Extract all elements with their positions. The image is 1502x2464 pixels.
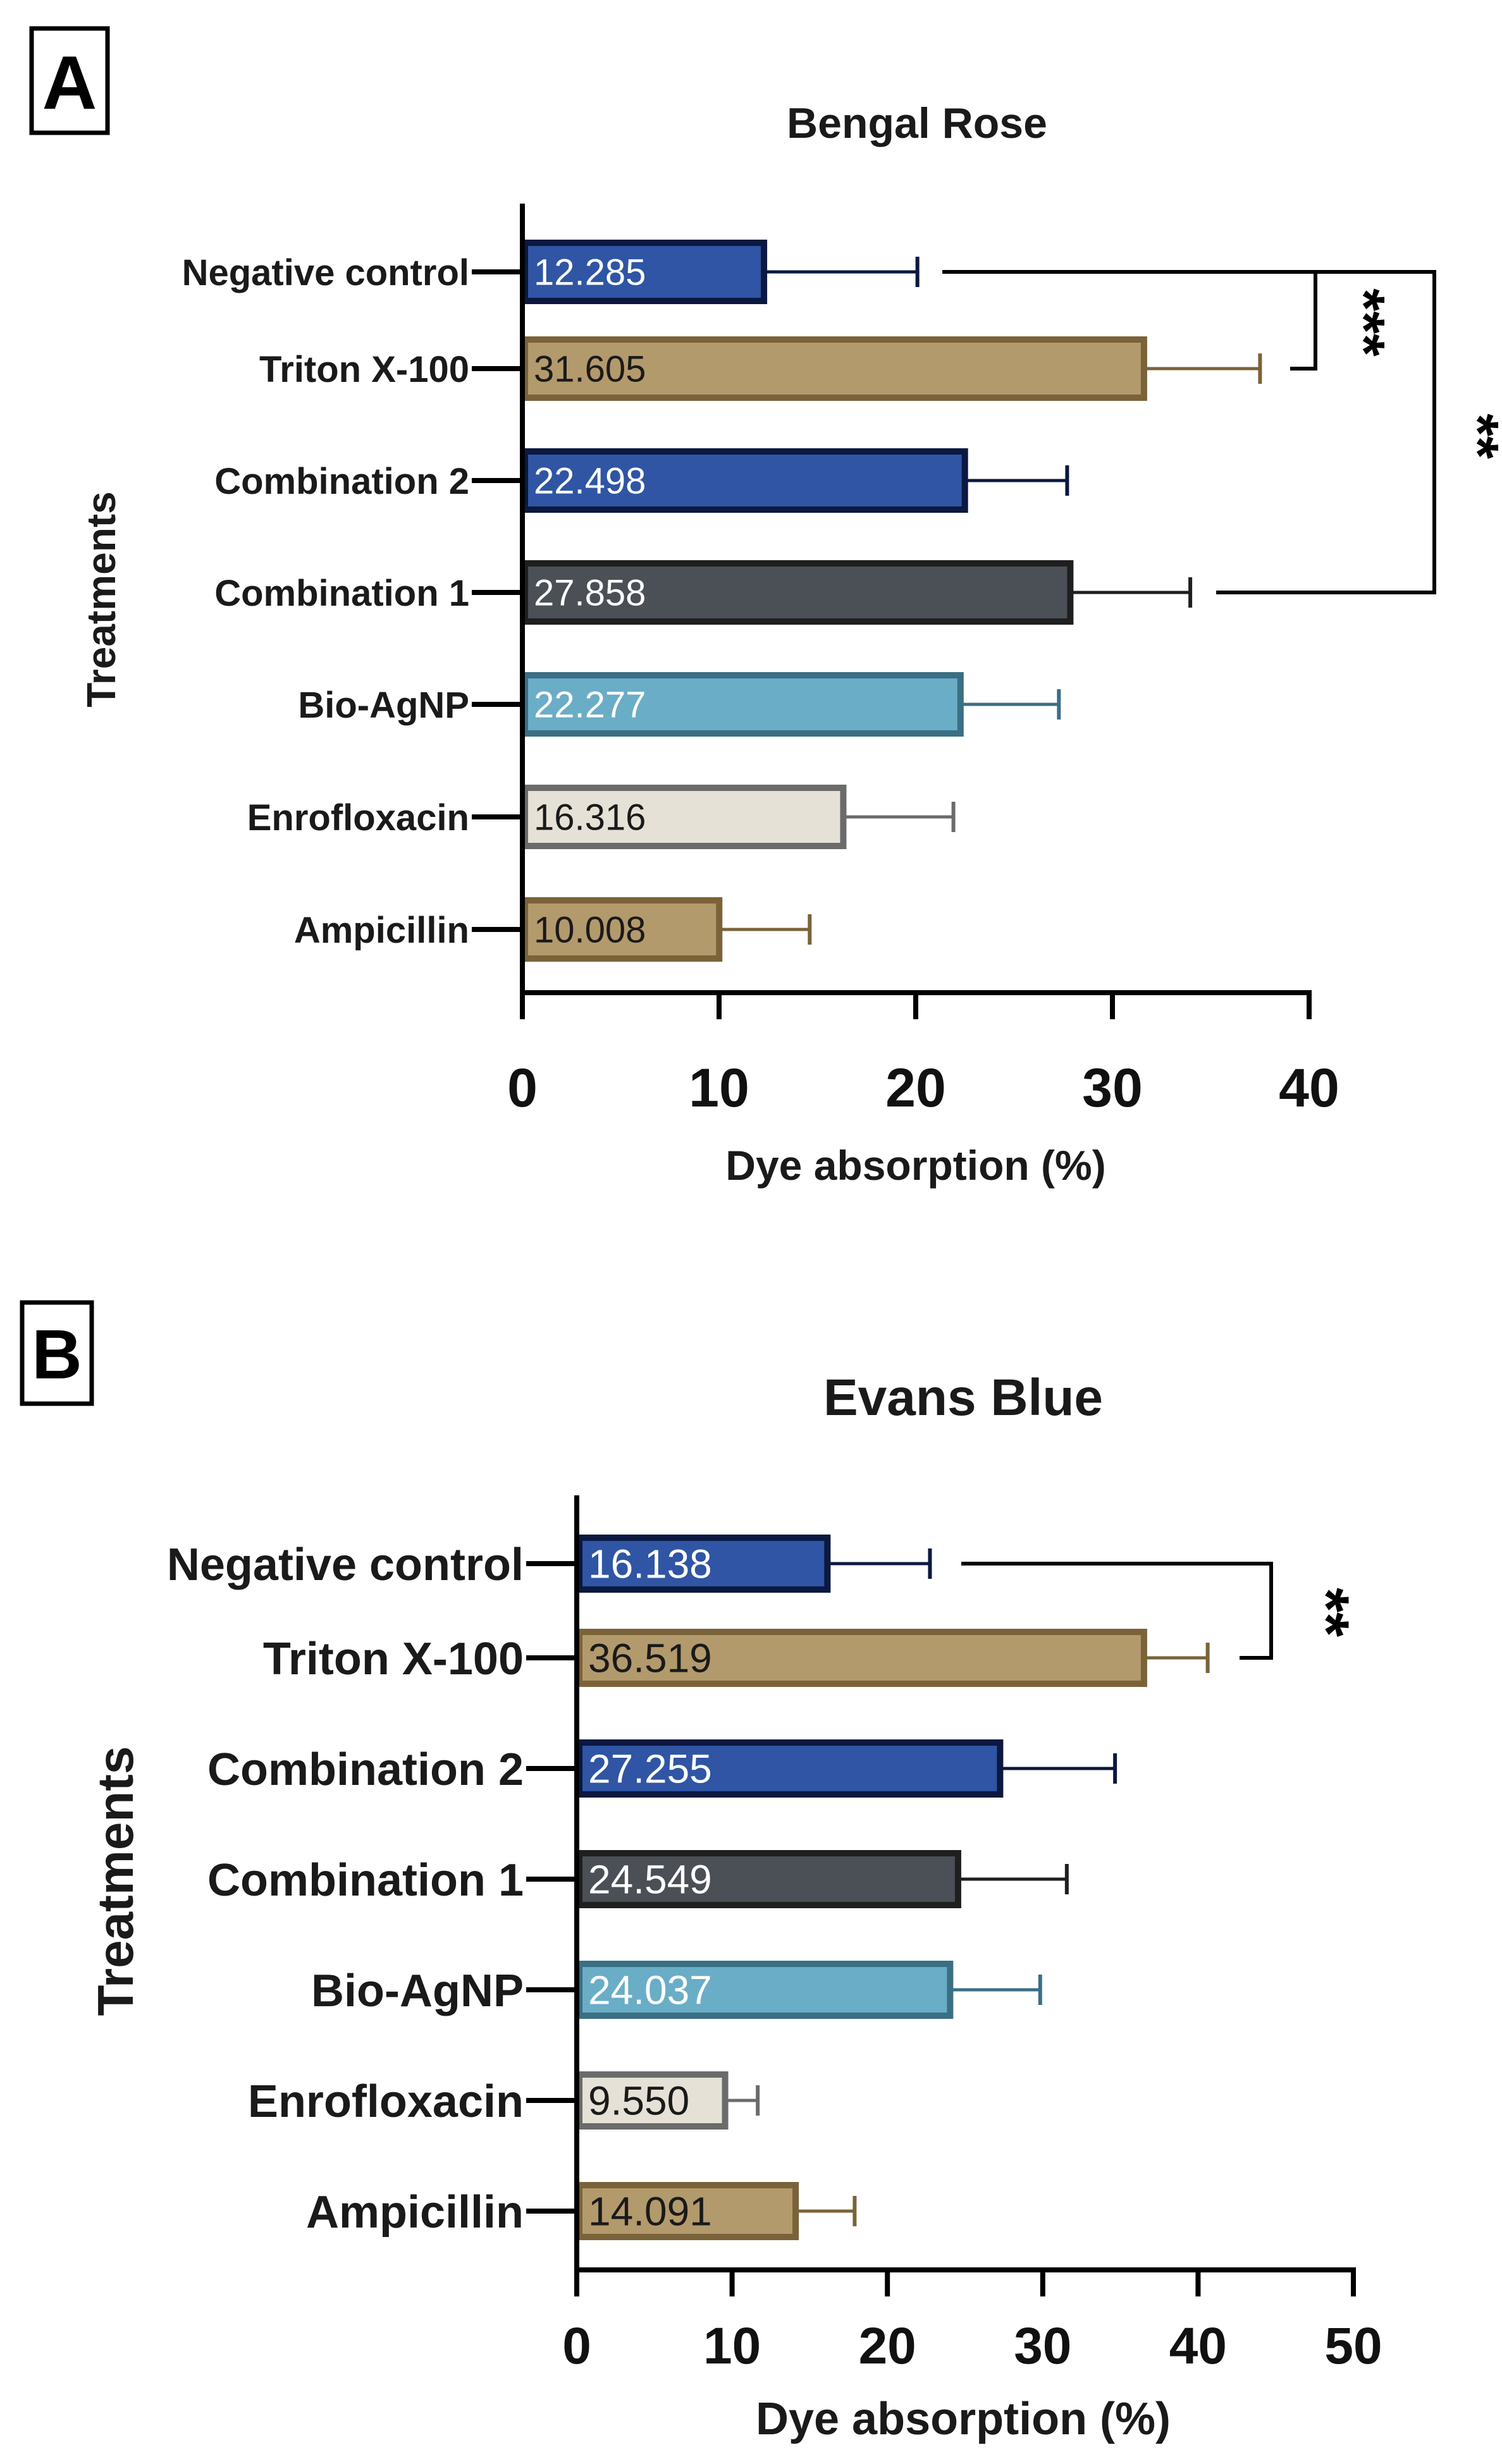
- category-label: Triton X-100: [263, 1634, 524, 1684]
- error-bar: [1070, 577, 1193, 608]
- panel-b: B Evans Blue 16.138 Negative control 36.519 T…: [20, 1300, 1382, 2444]
- category-label: Combination 1: [214, 573, 469, 614]
- x-axis-label: Dye absorption (%): [725, 1142, 1105, 1189]
- significance-bracket: **: [1216, 270, 1502, 594]
- data-label: 31.605: [534, 348, 646, 389]
- x-tick-label: 10: [689, 1058, 749, 1119]
- category-label: Combination 2: [207, 1744, 524, 1795]
- x-tick-label: 20: [859, 2317, 916, 2375]
- data-label: 14.091: [588, 2188, 712, 2234]
- data-label: 36.519: [588, 1635, 712, 1681]
- error-bar: [796, 2196, 857, 2226]
- significance-label: ***: [1332, 288, 1396, 357]
- data-label: 24.037: [588, 1967, 712, 2013]
- bar: [522, 240, 768, 304]
- category-label: Enrofloxacin: [248, 2076, 524, 2127]
- significance-label: **: [1291, 1588, 1362, 1637]
- category-label: Ampicillin: [294, 910, 469, 951]
- x-tick-label: 10: [703, 2317, 761, 2375]
- x-tick-label: 0: [507, 1058, 538, 1119]
- category-label: Bio-AgNP: [311, 1966, 524, 2016]
- panel-label: B: [32, 1316, 82, 1394]
- error-bar: [960, 689, 1061, 720]
- category-label: Combination 1: [207, 1855, 524, 1906]
- error-bar: [1143, 1643, 1210, 1673]
- bar: [522, 448, 968, 513]
- x-tick-label: 30: [1082, 1058, 1143, 1119]
- category-label: Triton X-100: [259, 349, 469, 390]
- data-label: 22.277: [534, 684, 646, 725]
- category-label: Ampicillin: [306, 2187, 524, 2238]
- panel-a: A Bengal Rose 12.285 Negative control 31.605…: [29, 26, 1502, 1189]
- x-tick-label: 40: [1169, 2317, 1227, 2375]
- category-label: Enrofloxacin: [247, 797, 469, 838]
- category-label: Combination 2: [214, 461, 469, 502]
- category-label: Bio-AgNP: [298, 685, 469, 726]
- error-bar: [764, 257, 920, 287]
- error-bar: [1000, 1753, 1117, 1784]
- significance-label: **: [1446, 414, 1502, 459]
- error-bar: [957, 1864, 1069, 1894]
- panel-label-box: [29, 26, 110, 135]
- bar: [522, 560, 1074, 625]
- bar: [576, 1739, 1004, 1798]
- error-bar: [843, 802, 956, 832]
- bar: [576, 1961, 954, 2019]
- panel-label: A: [42, 40, 97, 125]
- data-label: 16.316: [534, 797, 646, 838]
- data-label: 22.498: [534, 460, 646, 501]
- x-tick-label: 50: [1324, 2317, 1382, 2375]
- data-label: 12.285: [534, 252, 646, 293]
- x-axis-label: Dye absorption (%): [756, 2394, 1171, 2444]
- x-tick-label: 0: [562, 2317, 591, 2375]
- data-label: 9.550: [588, 2078, 689, 2123]
- chart-title: Evans Blue: [823, 1369, 1103, 1426]
- data-label: 27.858: [534, 572, 646, 613]
- y-axis-label: Treatments: [78, 491, 124, 707]
- x-tick-label: 40: [1279, 1058, 1339, 1119]
- y-axis-label: Treatments: [87, 1746, 144, 2016]
- error-bar: [950, 1975, 1042, 2005]
- data-label: 24.549: [588, 1856, 712, 1902]
- data-label: 27.255: [588, 1746, 712, 1791]
- panel-label-box: [20, 1300, 94, 1406]
- error-bar: [827, 1548, 932, 1579]
- significance-bracket: ***: [942, 270, 1396, 371]
- error-bar: [719, 914, 812, 945]
- x-tick-label: 20: [885, 1058, 946, 1119]
- data-label: 16.138: [588, 1541, 712, 1586]
- significance-bracket: **: [961, 1562, 1362, 1660]
- error-bar: [1143, 353, 1262, 384]
- data-label: 10.008: [534, 909, 646, 950]
- category-label: Negative control: [182, 252, 469, 293]
- chart-title: Bengal Rose: [787, 99, 1047, 147]
- error-bar: [725, 2085, 760, 2116]
- error-bar: [964, 465, 1069, 496]
- category-label: Negative control: [167, 1540, 524, 1590]
- x-tick-label: 30: [1014, 2317, 1071, 2375]
- bar: [576, 1629, 1147, 1687]
